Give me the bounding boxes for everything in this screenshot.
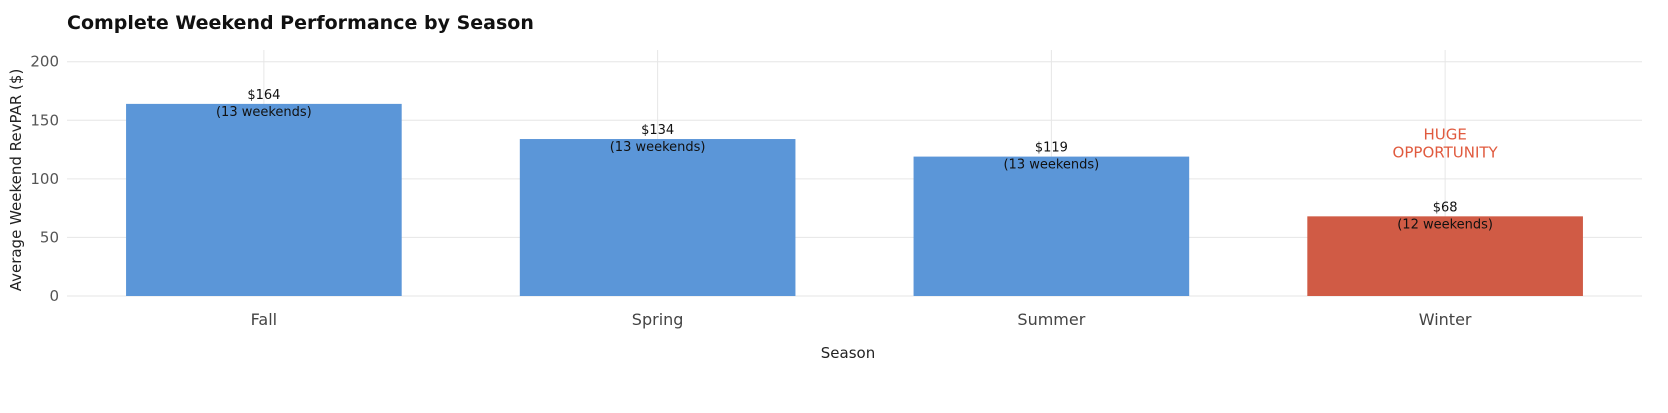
y-axis-title: Average Weekend RevPAR ($) [7, 69, 25, 292]
data-labels: $164 (13 weekends) $134 (13 weekends) $119 (1… [216, 88, 1493, 232]
x-axis-title: Season [821, 344, 875, 362]
y-tick-label: 150 [30, 111, 59, 129]
x-tick-label: Spring [632, 310, 684, 329]
y-tick-label: 200 [30, 53, 59, 71]
bar-count-label: (13 weekends) [216, 105, 312, 120]
bar-value-label: $119 [1035, 141, 1068, 156]
bar-winter [1307, 216, 1583, 296]
bars [126, 103, 1583, 296]
x-tick-label: Winter [1419, 310, 1472, 329]
bar-summer [913, 156, 1190, 296]
annotation-text: HUGE [1423, 126, 1466, 144]
bar-count-label: (12 weekends) [1397, 217, 1493, 232]
annotation-text: OPPORTUNITY [1393, 144, 1499, 162]
bar-fall [126, 103, 402, 296]
x-axis-ticks: Fall Spring Summer Winter [251, 310, 1472, 329]
y-tick-label: 50 [40, 228, 59, 246]
y-tick-label: 100 [30, 170, 59, 188]
x-tick-label: Summer [1017, 310, 1085, 329]
bar-value-label: $68 [1433, 200, 1458, 215]
y-axis-ticks: 0 50 100 150 200 [30, 53, 59, 305]
bar-count-label: (13 weekends) [1003, 158, 1099, 173]
x-tick-label: Fall [251, 310, 277, 329]
chart-title: Complete Weekend Performance by Season [67, 12, 534, 34]
y-tick-label: 0 [49, 287, 59, 305]
bar-value-label: $164 [247, 88, 280, 103]
bar-value-label: $134 [641, 123, 674, 138]
bar-count-label: (13 weekends) [610, 140, 706, 155]
bar-spring [519, 139, 796, 296]
